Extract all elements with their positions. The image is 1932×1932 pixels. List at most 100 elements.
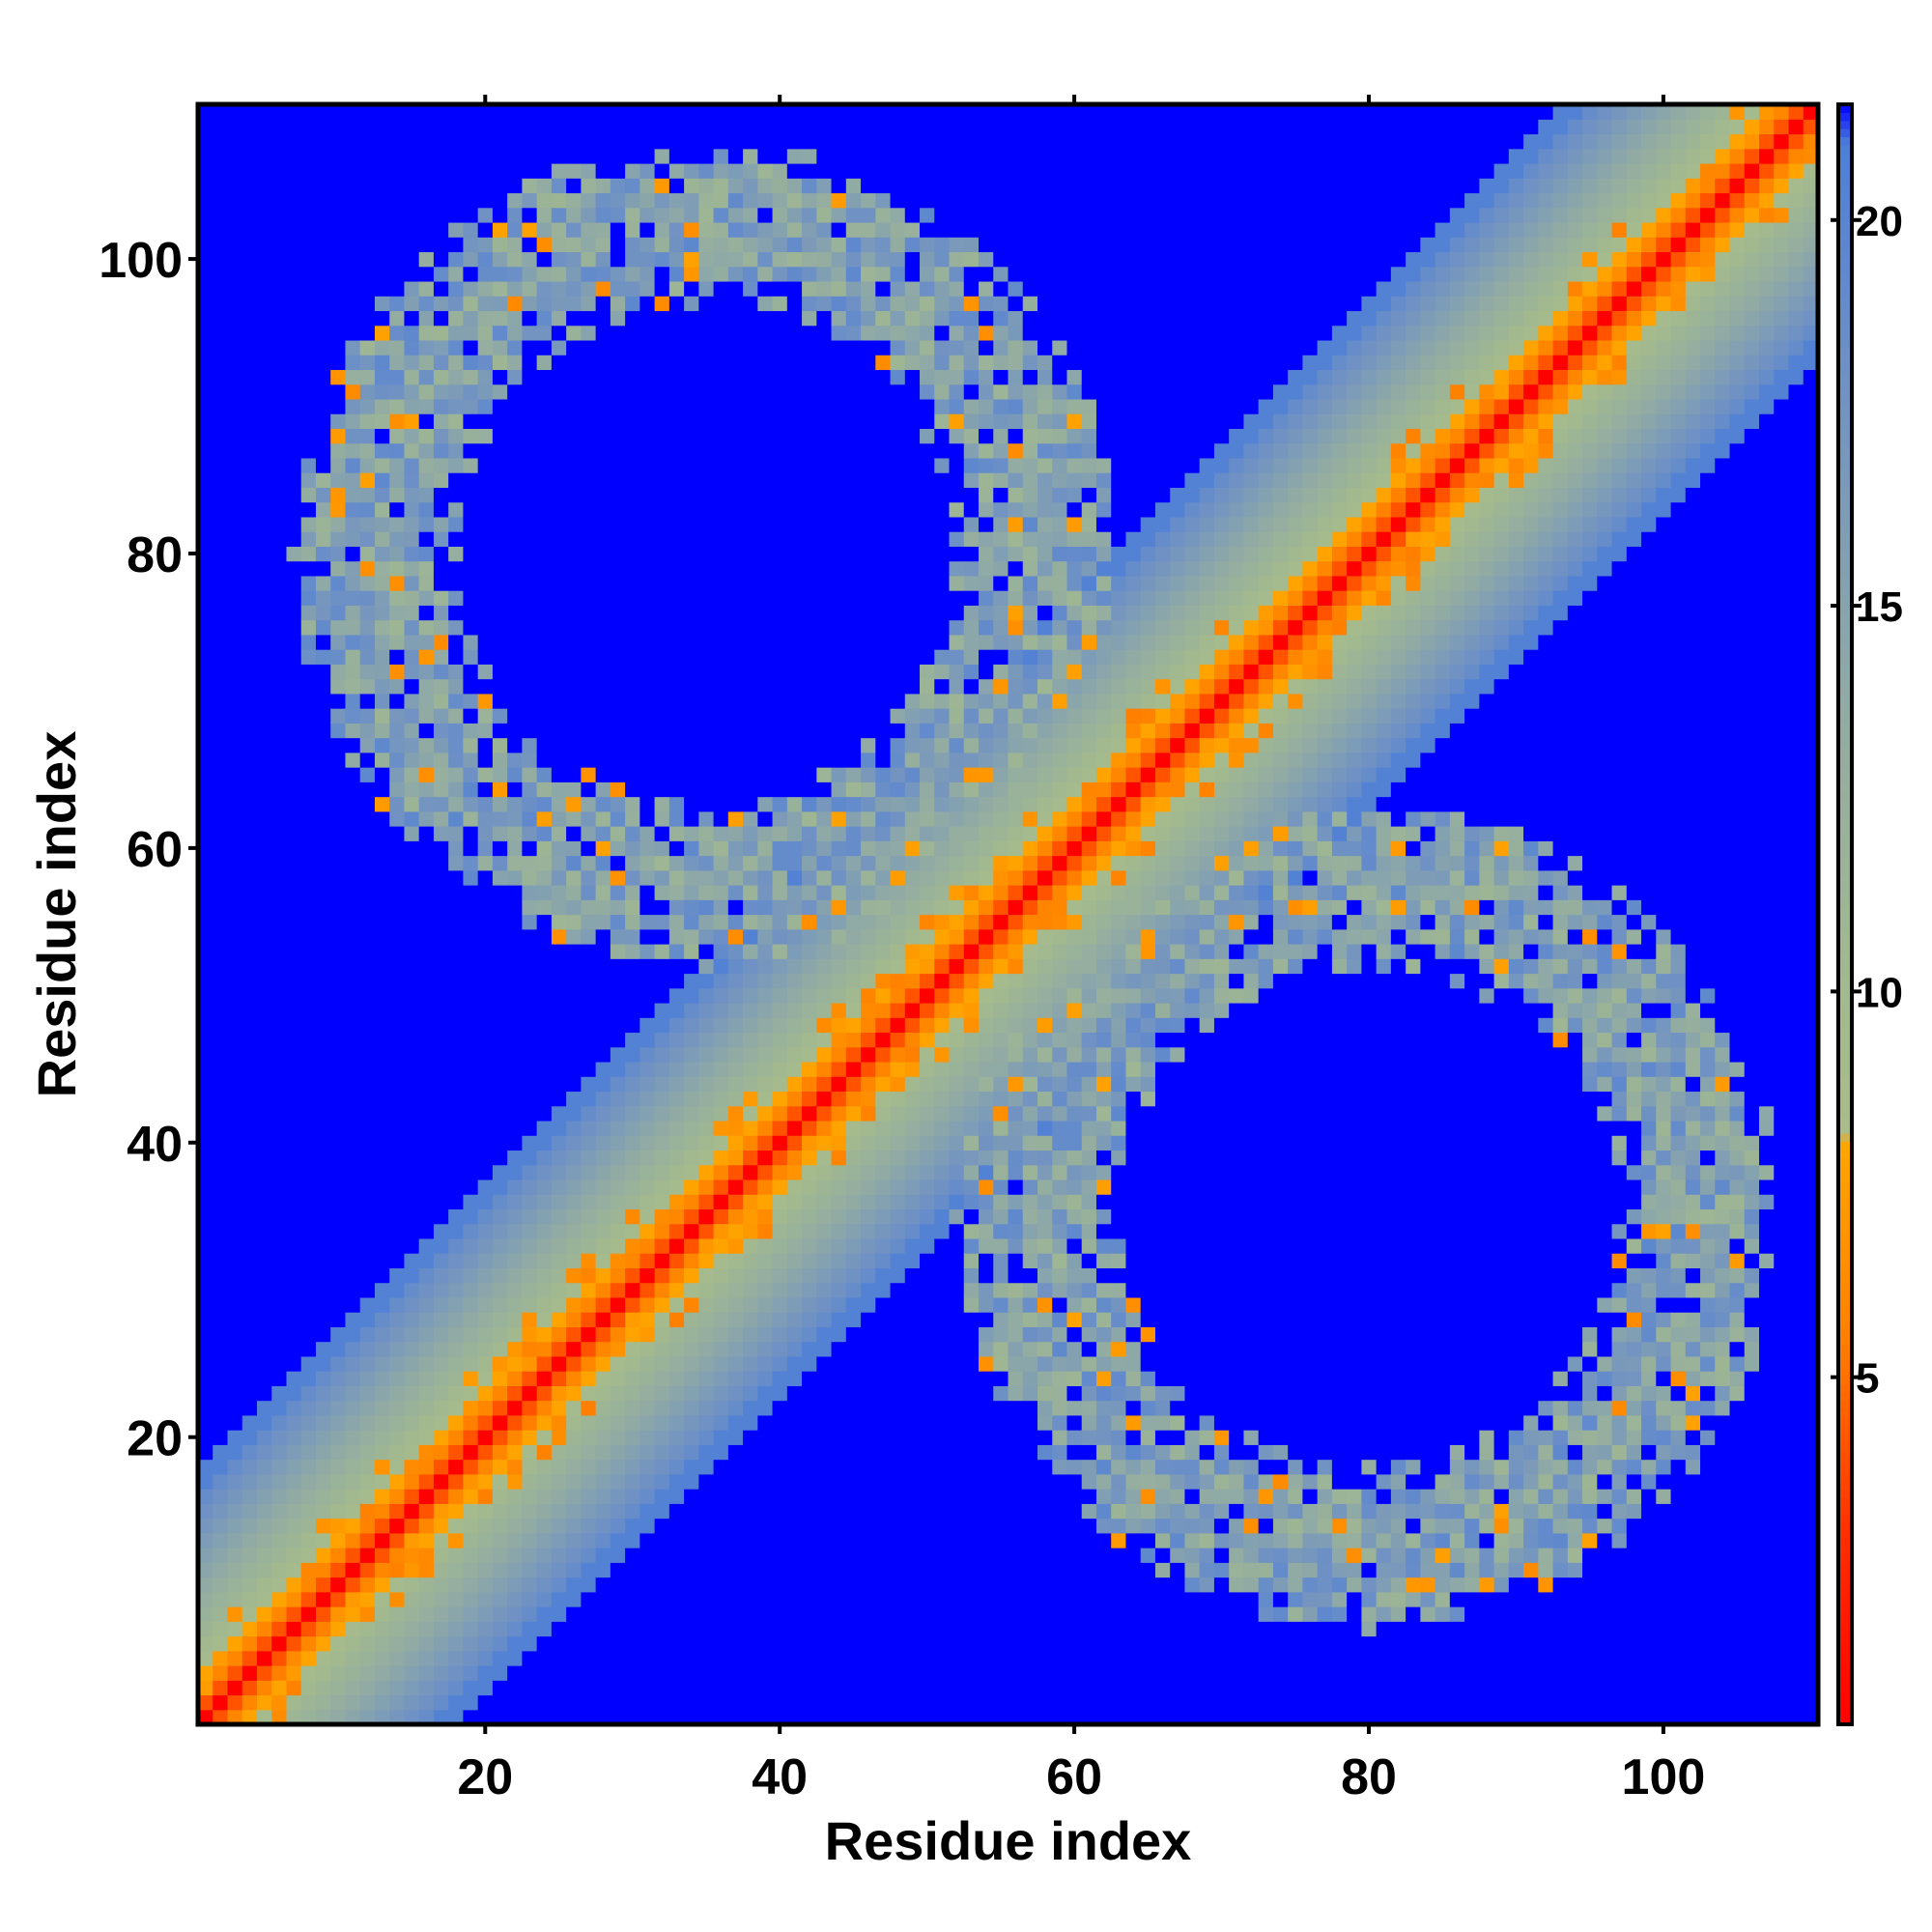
heatmap-cell: [536, 1267, 553, 1284]
heatmap-cell: [536, 472, 553, 488]
heatmap-cell: [433, 1120, 449, 1136]
heatmap-cell: [374, 207, 390, 223]
heatmap-cell: [772, 1061, 788, 1077]
heatmap-cell: [654, 1635, 670, 1652]
heatmap-cell: [684, 767, 699, 782]
heatmap-cell: [610, 1105, 626, 1122]
heatmap-cell: [668, 1179, 685, 1195]
heatmap-cell: [418, 457, 435, 473]
heatmap-cell: [433, 280, 449, 297]
heatmap-cell: [566, 973, 582, 989]
heatmap-cell: [566, 1120, 582, 1136]
heatmap-cell: [713, 1371, 729, 1386]
heatmap-cell: [242, 207, 258, 223]
heatmap-cell: [684, 1518, 699, 1534]
heatmap-cell: [448, 899, 465, 916]
heatmap-cell: [786, 1665, 803, 1681]
heatmap-cell: [330, 251, 347, 268]
heatmap-cell: [845, 1562, 862, 1578]
heatmap-cell: [786, 516, 803, 532]
heatmap-cell: [359, 1120, 376, 1136]
heatmap-cell: [845, 1341, 862, 1357]
heatmap-cell: [802, 1606, 817, 1622]
heatmap-cell: [463, 1341, 479, 1357]
heatmap-cell: [713, 1135, 729, 1151]
heatmap-cell: [418, 1208, 435, 1225]
heatmap-cell: [668, 1680, 685, 1696]
heatmap-cell: [300, 1312, 317, 1327]
heatmap-cell: [345, 708, 361, 724]
heatmap-cell: [757, 1223, 774, 1239]
heatmap-cell: [668, 1105, 685, 1122]
heatmap-cell: [625, 1046, 640, 1063]
heatmap-cell: [374, 1414, 390, 1431]
heatmap-cell: [359, 148, 376, 164]
heatmap-cell: [743, 737, 758, 753]
heatmap-cell: [492, 1296, 508, 1313]
heatmap-cell: [698, 1430, 715, 1445]
heatmap-cell: [418, 590, 435, 606]
heatmap-cell: [845, 457, 862, 473]
heatmap-cell: [551, 1606, 567, 1622]
heatmap-cell: [359, 1208, 376, 1225]
heatmap-cell: [271, 810, 288, 827]
heatmap-cell: [566, 192, 582, 209]
heatmap-cell: [668, 1326, 685, 1343]
heatmap-cell: [345, 487, 361, 503]
heatmap-cell: [286, 1680, 302, 1696]
heatmap-cell: [566, 398, 582, 414]
heatmap-cell: [418, 1665, 435, 1681]
heatmap-cell: [477, 619, 494, 636]
heatmap-cell: [433, 501, 449, 518]
heatmap-cell: [831, 296, 847, 312]
heatmap-cell: [831, 840, 847, 857]
heatmap-cell: [522, 1548, 538, 1563]
heatmap-cell: [654, 1120, 670, 1136]
heatmap-cell: [654, 664, 670, 680]
heatmap-cell: [802, 928, 817, 945]
heatmap-cell: [786, 251, 803, 268]
heatmap-cell: [625, 767, 640, 782]
heatmap-cell: [727, 649, 744, 665]
heatmap-cell: [433, 251, 449, 268]
heatmap-cell: [389, 708, 406, 724]
heatmap-cell: [757, 1120, 774, 1136]
heatmap-cell: [743, 1400, 758, 1416]
heatmap-cell: [433, 1046, 449, 1063]
heatmap-cell: [861, 1400, 876, 1416]
heatmap-cell: [639, 1061, 656, 1077]
heatmap-cell: [433, 369, 449, 385]
heatmap-cell: [757, 796, 774, 812]
heatmap-cell: [492, 516, 508, 532]
heatmap-cell: [757, 619, 774, 636]
heatmap-cell: [242, 1282, 258, 1298]
heatmap-cell: [213, 1635, 229, 1652]
heatmap-cell: [300, 1046, 317, 1063]
heatmap-cell: [198, 266, 213, 282]
heatmap-cell: [713, 119, 729, 135]
heatmap-cell: [271, 1135, 288, 1151]
heatmap-cell: [198, 1444, 213, 1461]
heatmap-cell: [374, 280, 390, 297]
heatmap-cell: [581, 178, 597, 194]
heatmap-cell: [256, 678, 272, 695]
heatmap-cell: [713, 1237, 729, 1254]
heatmap-cell: [816, 442, 833, 459]
heatmap-cell: [625, 398, 640, 414]
heatmap-cell: [536, 781, 553, 798]
heatmap-cell: [418, 546, 435, 562]
heatmap-cell: [315, 664, 331, 680]
heatmap-cell: [743, 1091, 758, 1107]
heatmap-cell: [448, 1017, 465, 1034]
heatmap-cell: [198, 148, 213, 164]
heatmap-cell: [492, 192, 508, 209]
heatmap-cell: [536, 1385, 553, 1402]
heatmap-cell: [698, 1665, 715, 1681]
heatmap-cell: [845, 148, 862, 164]
heatmap-cell: [757, 413, 774, 429]
heatmap-cell: [816, 1017, 833, 1034]
heatmap-cell: [227, 119, 243, 135]
heatmap-cell: [743, 1473, 758, 1490]
heatmap-cell: [374, 1430, 390, 1445]
heatmap-cell: [581, 192, 597, 209]
